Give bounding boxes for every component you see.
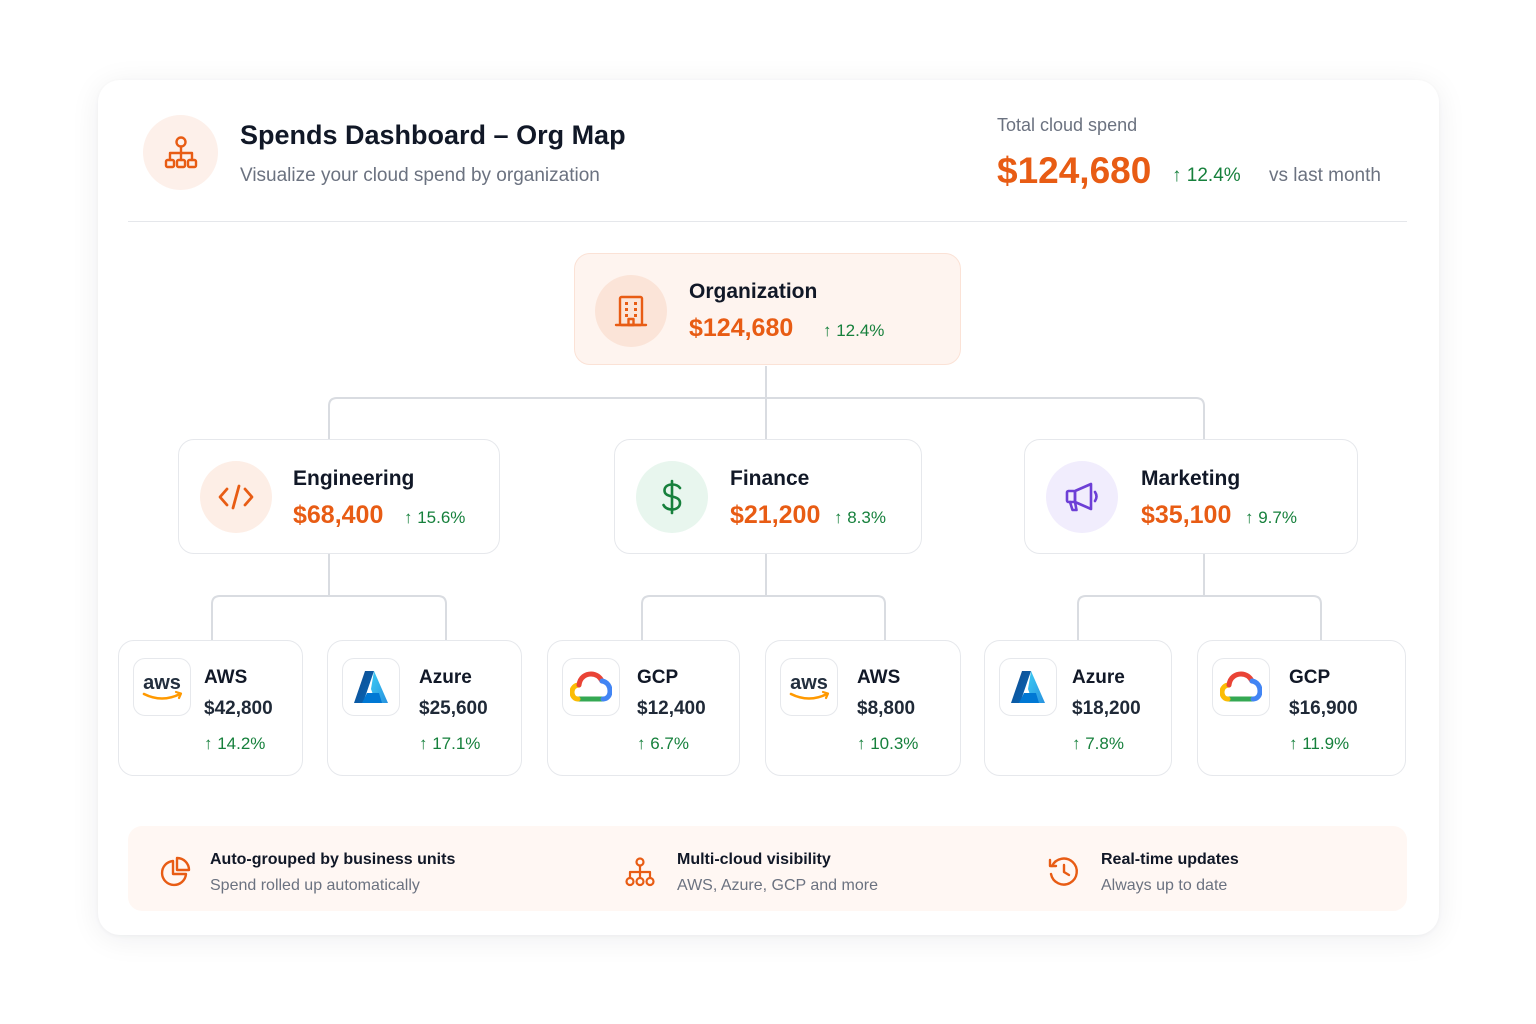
- dept-name: Finance: [730, 467, 810, 490]
- total-spend-label: Total cloud spend: [997, 115, 1138, 135]
- azure-logo-icon: [999, 658, 1057, 716]
- provider-name: Azure: [1072, 667, 1125, 688]
- provider-card-marketing-gcp[interactable]: GCP $16,900 ↑ 11.9%: [1197, 640, 1406, 776]
- feature-title: Real-time updates: [1101, 851, 1239, 868]
- header-divider: [128, 221, 1407, 222]
- feature-title: Multi-cloud visibility: [677, 851, 831, 868]
- provider-change: ↑ 6.7%: [637, 734, 689, 753]
- aws-logo-icon: aws: [780, 658, 838, 716]
- provider-amount: $18,200: [1072, 698, 1141, 719]
- gcp-logo-icon: [1212, 658, 1270, 716]
- azure-logo-icon: [342, 658, 400, 716]
- org-value: $124,680: [689, 314, 794, 342]
- feature-title: Auto-grouped by business units: [210, 851, 456, 868]
- dept-value: $35,100: [1141, 501, 1232, 529]
- provider-change: ↑ 7.8%: [1072, 734, 1124, 753]
- history-clock-icon: [1046, 854, 1082, 890]
- page-subtitle: Visualize your cloud spend by organizati…: [240, 165, 600, 186]
- gcp-logo-icon: [562, 658, 620, 716]
- provider-card-engineering-aws[interactable]: aws AWS $42,800 ↑ 14.2%: [118, 640, 303, 776]
- dept-change: ↑ 15.6%: [404, 508, 466, 527]
- provider-amount: $16,900: [1289, 698, 1358, 719]
- aws-logo-icon: aws: [133, 658, 191, 716]
- page-title: Spends Dashboard – Org Map: [240, 120, 626, 150]
- features-bar: [128, 826, 1407, 911]
- org-name: Organization: [689, 280, 818, 303]
- hierarchy-icon: [623, 855, 657, 889]
- feature-subtitle: Spend rolled up automatically: [210, 877, 420, 894]
- total-spend-change: ↑ 12.4%: [1172, 165, 1241, 186]
- total-spend-compare: vs last month: [1269, 165, 1381, 186]
- provider-change: ↑ 14.2%: [204, 734, 266, 753]
- provider-change: ↑ 17.1%: [419, 734, 481, 753]
- building-icon: [595, 275, 667, 347]
- provider-change: ↑ 11.9%: [1289, 734, 1350, 753]
- provider-card-finance-aws[interactable]: aws AWS $8,800 ↑ 10.3%: [765, 640, 961, 776]
- dollar-icon: [636, 461, 708, 533]
- megaphone-icon: [1046, 461, 1118, 533]
- dept-value: $21,200: [730, 501, 821, 529]
- org-node[interactable]: Organization $124,680 ↑ 12.4%: [574, 253, 961, 365]
- provider-name: AWS: [857, 667, 901, 688]
- provider-name: AWS: [204, 667, 248, 688]
- feature-subtitle: AWS, Azure, GCP and more: [677, 877, 878, 894]
- provider-amount: $42,800: [204, 698, 273, 719]
- svg-text:aws: aws: [790, 672, 828, 694]
- dept-node-marketing[interactable]: Marketing $35,100 ↑ 9.7%: [1024, 439, 1358, 554]
- svg-text:aws: aws: [143, 672, 181, 694]
- dept-change: ↑ 9.7%: [1245, 508, 1297, 527]
- provider-amount: $25,600: [419, 698, 488, 719]
- provider-name: GCP: [1289, 667, 1331, 688]
- total-spend-value: $124,680: [997, 150, 1152, 191]
- provider-change: ↑ 10.3%: [857, 734, 919, 753]
- dept-node-engineering[interactable]: Engineering $68,400 ↑ 15.6%: [178, 439, 500, 554]
- org-change: ↑ 12.4%: [823, 321, 885, 340]
- pie-chart-icon: [158, 855, 192, 889]
- dept-node-finance[interactable]: Finance $21,200 ↑ 8.3%: [614, 439, 922, 554]
- provider-card-engineering-azure[interactable]: Azure $25,600 ↑ 17.1%: [327, 640, 522, 776]
- code-icon: [200, 461, 272, 533]
- provider-card-finance-gcp[interactable]: GCP $12,400 ↑ 6.7%: [547, 640, 740, 776]
- org-chart-icon: [143, 115, 218, 190]
- dept-change: ↑ 8.3%: [834, 508, 886, 527]
- provider-amount: $12,400: [637, 698, 706, 719]
- provider-name: Azure: [419, 667, 472, 688]
- dept-value: $68,400: [293, 501, 384, 529]
- dept-name: Engineering: [293, 467, 415, 490]
- dept-name: Marketing: [1141, 467, 1241, 490]
- provider-card-marketing-azure[interactable]: Azure $18,200 ↑ 7.8%: [984, 640, 1172, 776]
- provider-amount: $8,800: [857, 698, 916, 719]
- provider-name: GCP: [637, 667, 679, 688]
- feature-subtitle: Always up to date: [1101, 877, 1228, 894]
